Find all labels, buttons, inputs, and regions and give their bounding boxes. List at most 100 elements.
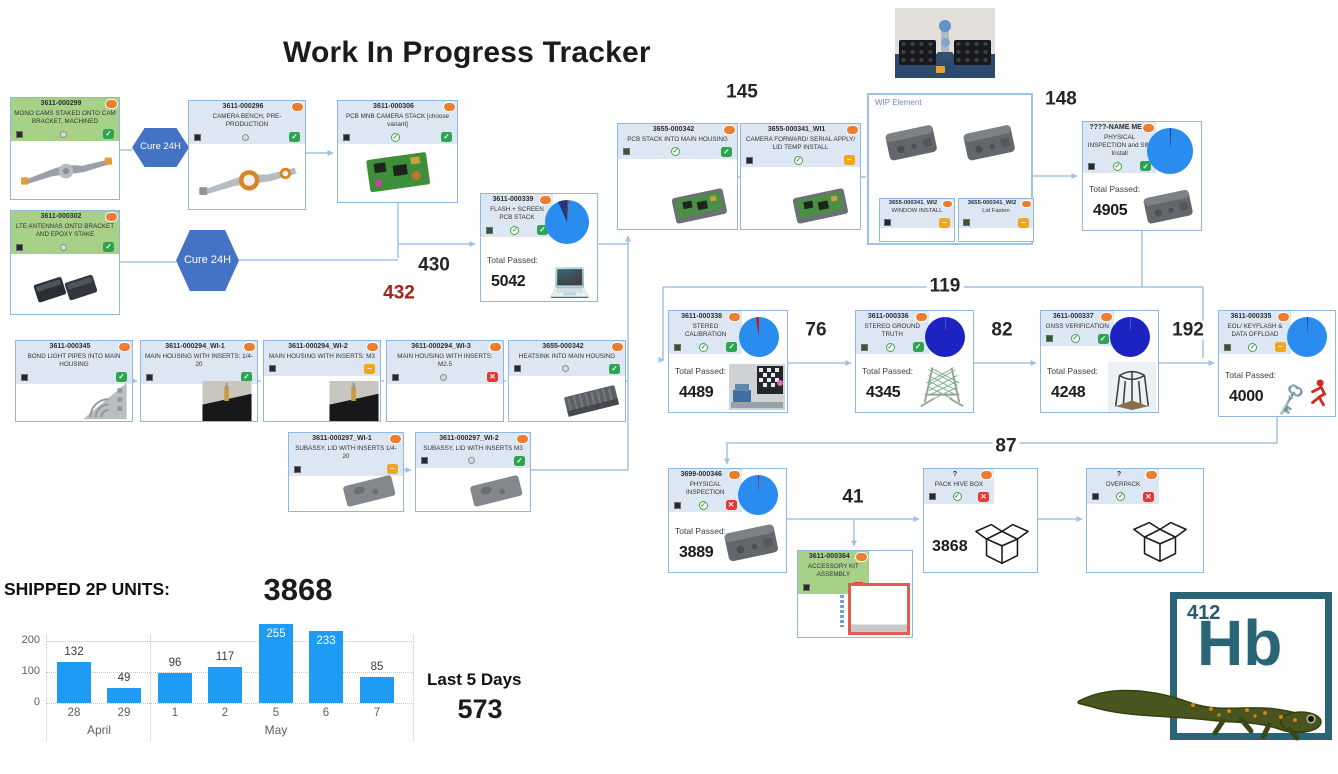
node-description: PCB STACK INTO MAIN HOUSING xyxy=(627,135,728,143)
pass-rate-pie-chart xyxy=(545,200,589,244)
hellbender-logo: 412 Hb xyxy=(1077,592,1332,741)
grid-icon xyxy=(294,465,301,473)
node-description: MAIN HOUSING WITH INSERTS: M3 xyxy=(269,352,375,360)
node-id: 3611-000364 xyxy=(808,553,850,560)
count-badge xyxy=(243,342,256,352)
pass-check-badge xyxy=(726,342,738,353)
status-dot-icon xyxy=(241,133,249,141)
hold-minus-badge xyxy=(387,464,398,475)
y-axis-tick: 100 xyxy=(21,665,40,677)
node-description: EOL/ KEYFLASH & DATA OFFLOAD xyxy=(1227,322,1283,338)
fail-x-badge xyxy=(725,500,737,511)
pass-check-badge xyxy=(103,242,114,253)
pass-rate-pie-chart xyxy=(1110,317,1150,357)
total-passed-label: Total Passed: xyxy=(675,366,727,376)
bar-value-label: 132 xyxy=(64,646,84,658)
flow-node-n336[interactable]: 3611-000336 STEREO GROUND TRUTH Total Pass… xyxy=(855,310,974,413)
pass-check-badge xyxy=(441,132,452,143)
node-header: 3611-000296 CAMERA BENCH, PRE-PRODUCTION xyxy=(189,101,305,145)
pass-rate-pie-chart xyxy=(738,475,778,515)
robot-joint xyxy=(939,20,951,32)
shipped-bar[interactable] xyxy=(360,677,394,703)
total-passed-value: 4489 xyxy=(679,384,714,401)
node-header: 3611-000335 EOL/ KEYFLASH & DATA OFFLOAD xyxy=(1219,311,1291,355)
pass-rate-pie-chart xyxy=(925,317,965,357)
robot-joint2 xyxy=(941,38,950,47)
flow-node-n297w2[interactable]: 3611-000297_WI-2 SUBASSY, LID WITH INSERT… xyxy=(415,432,531,512)
grid-icon xyxy=(674,501,681,509)
total-passed-label: Total Passed: xyxy=(862,366,914,376)
pass-check-badge xyxy=(514,455,525,466)
shipped-bar[interactable] xyxy=(158,673,192,703)
wip-subnode-wi2b[interactable]: 3655-000341_WI2 Lid Fasten xyxy=(958,198,1034,242)
node-description: MAIN HOUSING WITH INSERTS: M2.5 xyxy=(397,352,493,368)
node-id: 3611-000306 xyxy=(373,103,414,110)
node-description: PCB MNB CAMERA STACK [choose variant] xyxy=(345,112,450,128)
flow-node-n338[interactable]: 3611-000338 STEREO CALIBRATION Total Passe… xyxy=(668,310,788,413)
node-header: 3611-000297_WI-2 SUBASSY, LID WITH INSERT… xyxy=(416,433,530,468)
grid-icon-green xyxy=(486,226,493,234)
group-divider xyxy=(413,635,414,740)
node-id: 3611-000337 xyxy=(1052,313,1094,320)
shipped-bar[interactable] xyxy=(259,624,293,703)
node-id: 3611-000338 xyxy=(681,313,723,320)
x-axis-tick: 28 xyxy=(67,707,81,719)
flow-node-n294w2[interactable]: 3611-000294_WI-2 MAIN HOUSING WITH INSERT… xyxy=(263,340,381,422)
node-id: 3611-000345 xyxy=(49,343,91,350)
node-description: FLASH + SCREEN PCB STACK xyxy=(490,205,544,221)
grid-icon xyxy=(1092,493,1099,501)
total-passed-label: Total Passed: xyxy=(487,255,539,265)
device-tray-left xyxy=(899,40,936,65)
grid-icon xyxy=(929,493,936,501)
bar-value-label: 117 xyxy=(215,651,235,663)
shipped-bar[interactable] xyxy=(57,662,91,703)
bar-value-label: 233 xyxy=(316,635,336,647)
node-status-row xyxy=(1044,333,1111,344)
node-header: 3611-000302 LTE ANTENNAS ONTO BRACKET AND… xyxy=(11,211,119,255)
page-title: Work In Progress Tracker xyxy=(283,36,651,70)
node-description: BOND LIGHT PIPES INTO MAIN HOUSING xyxy=(27,352,121,368)
node-status-row xyxy=(744,155,857,166)
fail-x-badge xyxy=(487,372,498,383)
count-badge xyxy=(980,470,994,480)
node-header: 3655-000341_WI1 CAMERA FORWARD/ SERIAL AP… xyxy=(741,124,860,168)
node-description: MONO CAMS STAKED ONTO CAM BRACKET, MACHI… xyxy=(14,109,116,125)
total-passed-label: Total Passed: xyxy=(1047,366,1099,376)
fail-x-badge xyxy=(978,491,990,502)
node-status-row xyxy=(672,500,739,511)
node-description: PHYSICAL INSPECTION and SIM Install xyxy=(1087,133,1152,158)
shipped-bar[interactable] xyxy=(208,667,242,703)
hive-device-image xyxy=(955,119,1021,165)
grid-icon xyxy=(803,583,810,591)
shipped-bar[interactable] xyxy=(309,631,343,703)
pass-check-badge xyxy=(609,363,620,374)
cure-24h-hexagon-small[interactable]: Cure 24H xyxy=(132,128,189,167)
flow-node-n342b[interactable]: 3655-000342 HEATSINK INTO MAIN HOUSING xyxy=(508,340,626,422)
cure-24h-hexagon-large[interactable]: Cure 24H xyxy=(176,230,239,291)
flow-node-nname[interactable]: ????-NAME ME PHYSICAL INSPECTION and SIM … xyxy=(1082,121,1202,231)
count-badge xyxy=(291,102,304,112)
count-badge xyxy=(1021,200,1032,208)
total-passed-value: 5042 xyxy=(491,273,526,290)
grid-icon-green xyxy=(963,219,970,227)
node-description: STEREO GROUND TRUTH xyxy=(864,322,921,338)
node-header: 3611-000297_WI-1 SUBASSY, LID WITH INSERT… xyxy=(289,433,403,477)
bar-value-label: 96 xyxy=(168,657,182,669)
grid-icon xyxy=(269,365,276,373)
logo-symbol: Hb xyxy=(1197,607,1283,679)
shipped-bar[interactable] xyxy=(107,688,141,703)
flow-node-n294w3[interactable]: 3611-000294_WI-3 MAIN HOUSING WITH INSERT… xyxy=(386,340,504,422)
hold-minus-badge xyxy=(1018,217,1029,228)
wip-element-group[interactable]: WIP Element 3655-000341_WI2 WINDOW INSTAL… xyxy=(867,93,1034,245)
node-description: MAIN HOUSING WITH INSERTS: 1/4-20 xyxy=(145,352,253,368)
flow-node-n335[interactable]: 3611-000335 EOL/ KEYFLASH & DATA OFFLOAD T… xyxy=(1218,310,1336,419)
x-axis-tick: 2 xyxy=(221,707,229,719)
status-dot-icon xyxy=(59,243,67,251)
check-circle-icon xyxy=(885,342,895,352)
count-badge xyxy=(723,125,736,135)
wip-element-label: WIP Element xyxy=(875,98,922,107)
wip-subnode-wi2a[interactable]: 3655-000341_WI2 WINDOW INSTALL xyxy=(879,198,955,242)
node-description: PHYSICAL INSPECTION xyxy=(686,480,725,496)
check-circle-icon xyxy=(1248,342,1258,352)
